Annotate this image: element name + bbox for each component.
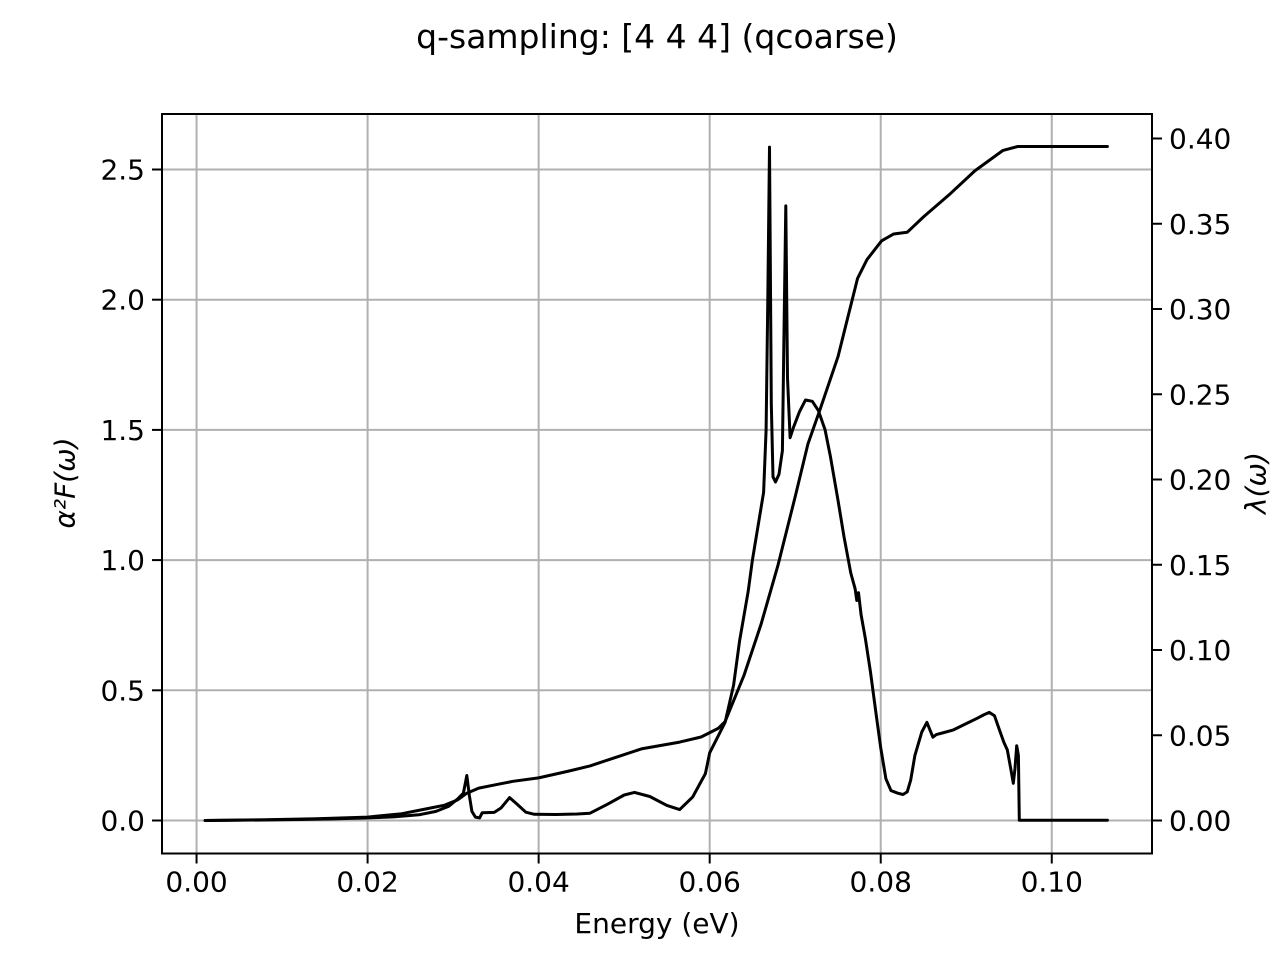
- x-tick-labels: 0.00 0.02 0.04 0.06 0.08 0.10: [165, 866, 1083, 899]
- y-left-tick-label: 0.0: [100, 805, 145, 838]
- plot-frame: [161, 113, 1153, 855]
- x-tick-label: 0.04: [507, 866, 569, 899]
- y-right-tick-label: 0.20: [1169, 464, 1231, 497]
- y-right-tick-label: 0.15: [1169, 549, 1231, 582]
- x-tick-label: 0.02: [336, 866, 398, 899]
- x-tick-label: 0.06: [679, 866, 741, 899]
- y-right-tick-label: 0.05: [1169, 719, 1231, 752]
- tick-marks: [152, 137, 1162, 864]
- y-right-tick-label: 0.30: [1169, 293, 1231, 326]
- y-tick-labels-right: 0.00 0.05 0.10 0.15 0.20 0.25 0.30 0.35 0.40: [1169, 123, 1231, 838]
- y-left-tick-label: 1.0: [100, 544, 145, 577]
- x-axis-label: Energy (eV): [574, 907, 740, 940]
- axes-spines: [161, 113, 1153, 855]
- curves: [203, 145, 1109, 822]
- y-right-tick-label: 0.10: [1169, 634, 1231, 667]
- y-right-tick-label: 0.25: [1169, 378, 1231, 411]
- chart-title: q-sampling: [4 4 4] (qcoarse): [416, 17, 898, 56]
- x-tick-label: 0.10: [1021, 866, 1083, 899]
- y-tick-labels-left: 0.0 0.5 1.0 1.5 2.0 2.5: [100, 153, 145, 837]
- gridlines: [162, 114, 1152, 854]
- series-lambda-curve: [203, 145, 1109, 822]
- y-left-tick-label: 2.0: [100, 284, 145, 317]
- y-right-tick-label: 0.40: [1169, 123, 1231, 156]
- y-left-tick-label: 1.5: [100, 414, 145, 447]
- y-left-tick-label: 0.5: [100, 674, 145, 707]
- x-tick-label: 0.08: [850, 866, 912, 899]
- y-right-tick-label: 0.00: [1169, 805, 1231, 838]
- y-left-tick-label: 2.5: [100, 153, 145, 186]
- x-tick-label: 0.00: [165, 866, 227, 899]
- y-right-tick-label: 0.35: [1169, 208, 1231, 241]
- series-alpha2F-curve: [203, 145, 1109, 822]
